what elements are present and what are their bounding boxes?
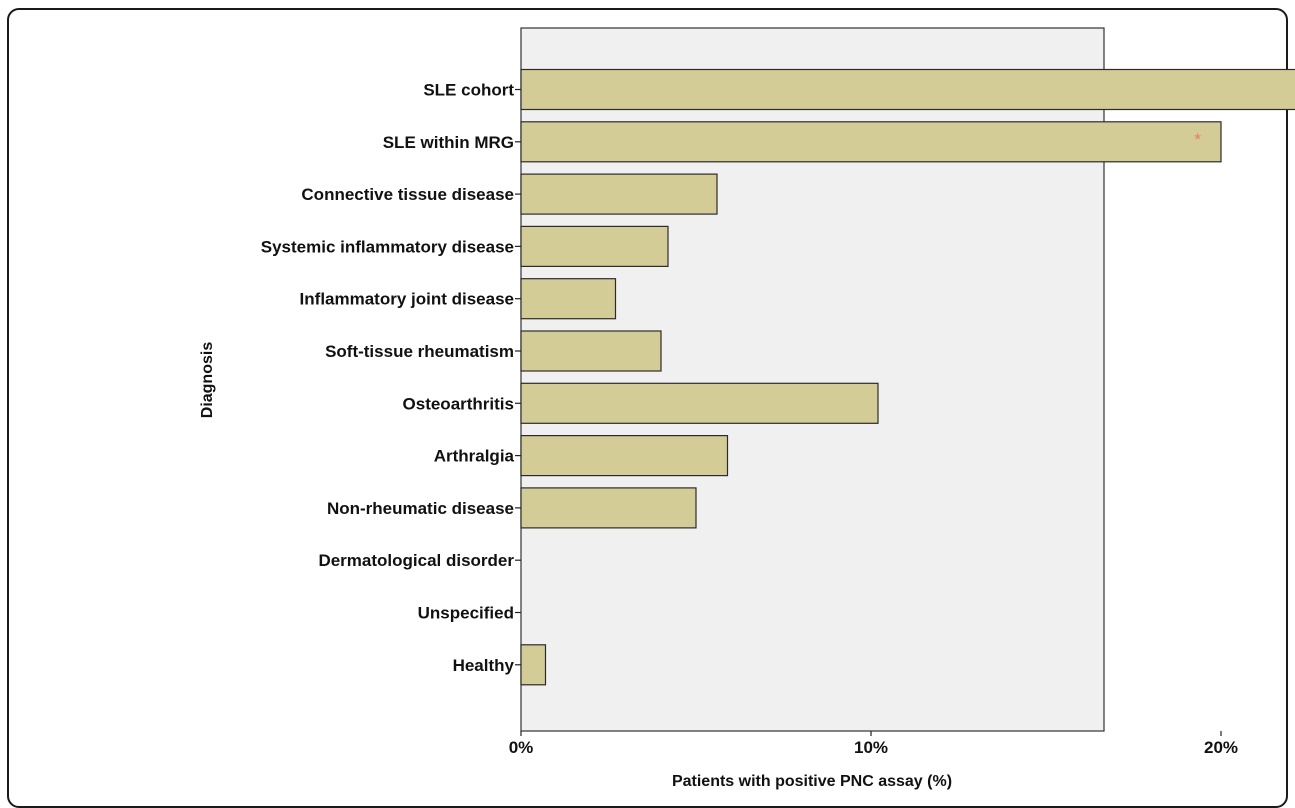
bar [520,68,1295,111]
category-label: SLE within MRG [383,133,514,152]
category-label: Unspecified [418,604,514,623]
category-label: Osteoarthritis [403,394,514,413]
category-label: Arthralgia [434,447,515,466]
bar [520,644,547,686]
bar [520,330,662,372]
category-label: SLE cohort [423,81,514,100]
category-labels-group: SLE cohort SLE within MRG Connective tissu… [261,81,521,675]
bar [520,121,1222,163]
category-label: Connective tissue disease [301,185,514,204]
category-label: Inflammatory joint disease [300,290,514,309]
significance-annotation: * [1194,130,1201,149]
y-axis-title: Diagnosis [199,342,216,419]
bar [520,435,729,477]
x-ticks-group: 0%10%20%30% [509,731,1238,757]
x-tick-label: 20% [1204,738,1238,757]
bar [520,382,879,424]
bar [520,278,617,320]
x-tick-label: 10% [854,738,888,757]
bar [520,173,718,215]
category-label: Non-rheumatic disease [327,499,514,518]
annotations-group: *** [1194,130,1201,149]
x-axis-title: Patients with positive PNC assay (%) [672,773,952,790]
bar [520,487,697,529]
category-label: Healthy [453,656,515,675]
x-tick-label: 0% [509,738,534,757]
category-label: Systemic inflammatory disease [261,237,514,256]
bars-group [520,68,1295,686]
bar [520,225,669,267]
category-label: Dermatological disorder [318,551,514,570]
category-label: Soft-tissue rheumatism [325,342,514,361]
